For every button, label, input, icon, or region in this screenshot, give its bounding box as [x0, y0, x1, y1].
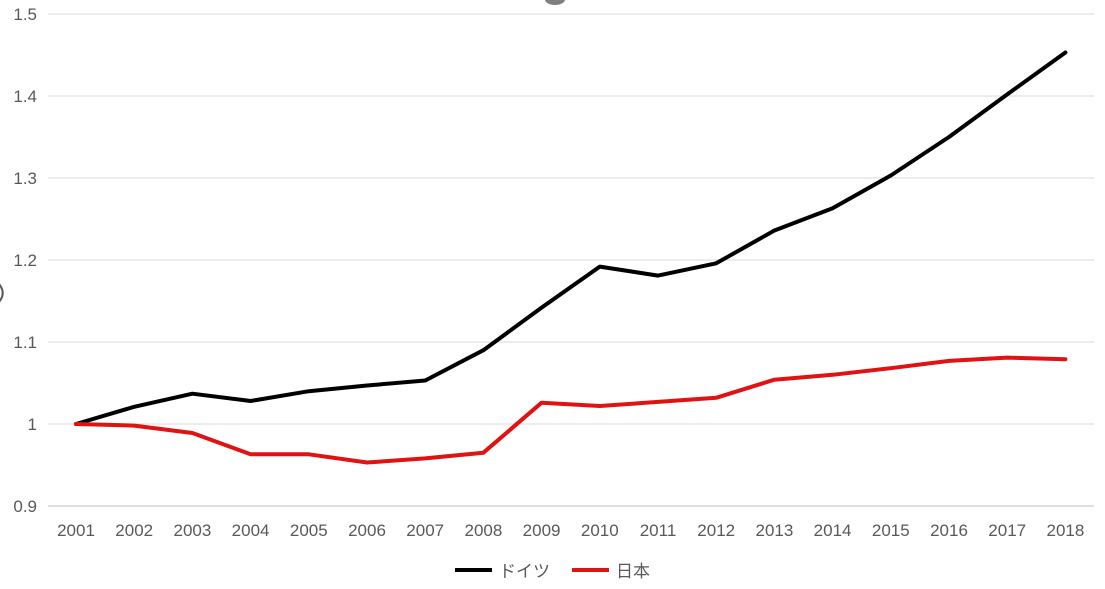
series-line-japan — [74, 355, 1068, 465]
legend-item-germany: ドイツ — [455, 557, 550, 582]
x-axis-tick-label: 2006 — [348, 521, 386, 540]
x-axis-tick-label: 2005 — [290, 521, 328, 540]
x-axis-tick-label: 2018 — [1046, 521, 1084, 540]
cropped-y-axis-title-fragment — [0, 283, 4, 303]
x-axis-tick-label: 2013 — [755, 521, 793, 540]
y-axis-tick-label: 1.1 — [13, 333, 37, 352]
legend-label-germany: ドイツ — [499, 562, 550, 581]
x-axis-tick-label: 2003 — [173, 521, 211, 540]
x-axis-tick-label: 2010 — [581, 521, 619, 540]
y-axis-tick-label: 1.4 — [13, 87, 37, 106]
chart-legend: ドイツ 日本 — [0, 557, 1105, 582]
y-axis-tick-label: 1.2 — [13, 251, 37, 270]
x-axis-tick-label: 2012 — [697, 521, 735, 540]
y-axis-tick-label: 1.5 — [13, 5, 37, 24]
y-axis-tick-label: 1.3 — [13, 169, 37, 188]
x-axis-tick-label: 2009 — [523, 521, 561, 540]
y-axis-tick-label: 1 — [28, 415, 37, 434]
series-line-germany — [74, 50, 1068, 426]
legend-label-japan: 日本 — [616, 562, 650, 581]
x-axis-tick-label: 2016 — [930, 521, 968, 540]
x-axis-tick-label: 2008 — [464, 521, 502, 540]
x-axis-tick-label: 2004 — [232, 521, 270, 540]
x-axis-tick-label: 2007 — [406, 521, 444, 540]
y-axis-tick-label: 0.9 — [13, 497, 37, 516]
x-axis-tick-label: 2011 — [640, 521, 677, 540]
x-axis-tick-label: 2015 — [872, 521, 910, 540]
x-axis-tick-label: 2017 — [988, 521, 1026, 540]
legend-item-japan: 日本 — [572, 557, 650, 582]
cropped-title-fragment — [545, 0, 565, 5]
x-axis-tick-label: 2014 — [814, 521, 852, 540]
legend-swatch-germany — [455, 567, 492, 572]
x-axis-tick-label: 2001 — [57, 521, 95, 540]
x-axis-tick-label: 2002 — [115, 521, 153, 540]
legend-swatch-japan — [572, 567, 609, 572]
